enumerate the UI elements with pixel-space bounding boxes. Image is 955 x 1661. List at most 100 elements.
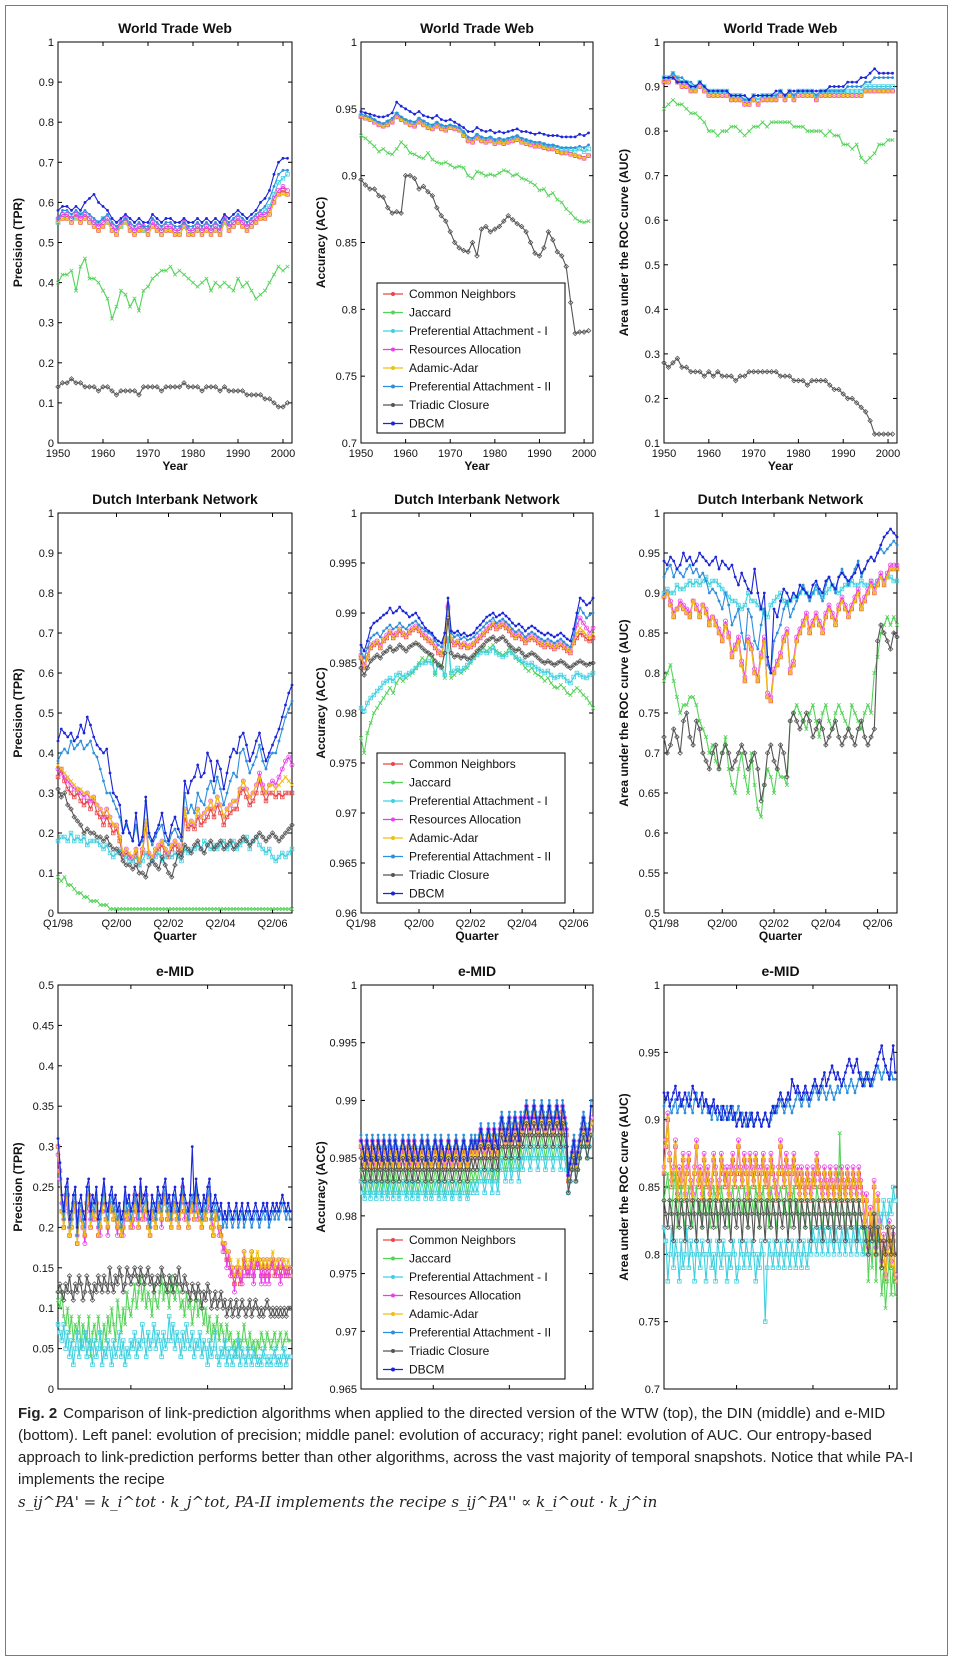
data-point xyxy=(129,866,136,872)
data-point xyxy=(826,734,832,740)
data-point xyxy=(169,906,174,912)
data-point xyxy=(736,634,741,640)
data-point xyxy=(689,80,693,84)
data-point xyxy=(729,94,733,97)
y-tick-label: 0.1 xyxy=(39,1303,54,1315)
data-point xyxy=(190,280,196,285)
data-point xyxy=(286,850,291,856)
data-point xyxy=(243,1362,249,1367)
x-tick-label: Q1/98 xyxy=(649,918,679,930)
data-point xyxy=(549,639,553,643)
data-point xyxy=(262,212,268,217)
x-tick-label: 1980 xyxy=(483,448,507,460)
data-point xyxy=(88,806,93,812)
data-point xyxy=(831,386,838,393)
y-tick-label: 0.96 xyxy=(336,908,357,920)
data-point xyxy=(59,766,64,772)
data-point xyxy=(204,842,211,848)
data-point xyxy=(109,1362,114,1367)
data-point xyxy=(244,786,249,792)
data-point xyxy=(388,623,392,627)
data-point xyxy=(381,122,385,125)
data-point xyxy=(780,750,787,756)
data-point xyxy=(71,786,77,792)
data-point xyxy=(156,1185,160,1189)
data-point xyxy=(66,735,70,739)
data-point xyxy=(710,614,715,620)
data-point xyxy=(141,228,146,233)
data-point xyxy=(530,624,534,628)
data-point xyxy=(115,795,118,799)
data-point xyxy=(529,634,534,640)
data-point xyxy=(756,591,760,595)
data-point xyxy=(372,633,376,637)
data-point xyxy=(116,1265,123,1271)
data-point xyxy=(571,674,576,680)
data-point xyxy=(256,830,263,836)
data-point xyxy=(267,906,272,912)
data-point xyxy=(703,734,709,740)
data-point xyxy=(483,173,489,178)
data-point xyxy=(64,216,70,221)
data-point xyxy=(268,196,271,200)
data-point xyxy=(228,1273,234,1279)
data-point xyxy=(581,628,586,634)
data-point xyxy=(213,224,218,229)
data-point xyxy=(436,649,441,655)
data-point xyxy=(192,1306,197,1311)
data-point xyxy=(710,742,715,748)
data-point xyxy=(734,94,738,97)
data-point xyxy=(240,1201,244,1205)
data-point xyxy=(688,563,692,567)
data-point xyxy=(250,1226,254,1229)
data-point xyxy=(668,602,673,608)
data-point xyxy=(117,1201,121,1205)
data-point xyxy=(497,130,501,133)
data-point xyxy=(367,658,374,664)
data-point xyxy=(281,1305,288,1311)
data-point xyxy=(131,388,138,394)
data-point xyxy=(247,1330,252,1335)
data-point xyxy=(474,1190,480,1195)
data-point xyxy=(239,1297,245,1303)
y-axis-label: Precision (TPR) xyxy=(11,1142,25,1231)
data-point xyxy=(784,626,790,632)
data-point xyxy=(688,555,692,559)
data-point xyxy=(678,602,683,608)
data-point xyxy=(466,135,470,139)
data-point xyxy=(423,1196,428,1201)
data-point xyxy=(670,726,677,732)
data-point xyxy=(186,232,191,237)
y-tick-label: 0.99 xyxy=(336,1095,357,1107)
data-point xyxy=(835,734,842,740)
data-point xyxy=(391,1196,396,1201)
data-point xyxy=(385,122,390,127)
data-point xyxy=(208,906,213,912)
data-point xyxy=(724,563,727,567)
data-point xyxy=(412,152,417,157)
data-point xyxy=(204,228,209,233)
series-line xyxy=(360,101,589,138)
data-point xyxy=(384,634,389,640)
y-tick-label: 0.965 xyxy=(329,858,357,870)
data-point xyxy=(125,1209,129,1213)
data-point xyxy=(196,1201,200,1205)
data-point xyxy=(165,1201,169,1205)
y-tick-label: 0.5 xyxy=(645,908,660,920)
data-point xyxy=(885,574,890,580)
data-point xyxy=(257,1346,262,1351)
y-tick-label: 0.9 xyxy=(39,548,54,560)
data-point xyxy=(137,1265,144,1271)
data-point xyxy=(491,621,496,627)
data-point xyxy=(520,635,525,641)
data-point xyxy=(568,649,573,655)
data-point xyxy=(706,93,711,98)
data-point xyxy=(474,637,480,643)
data-point xyxy=(113,1354,118,1359)
data-point xyxy=(711,587,714,591)
data-point xyxy=(408,119,412,123)
data-point xyxy=(368,115,372,119)
data-point xyxy=(263,1217,267,1221)
data-point xyxy=(76,1354,82,1359)
data-point xyxy=(280,906,285,912)
